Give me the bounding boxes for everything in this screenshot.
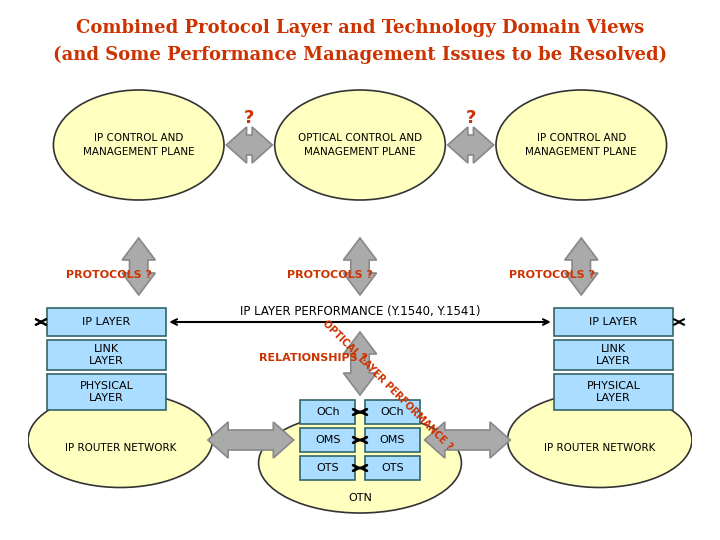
Text: IP CONTROL AND: IP CONTROL AND <box>94 133 184 143</box>
Text: IP ROUTER NETWORK: IP ROUTER NETWORK <box>544 443 655 453</box>
Text: IP CONTROL AND: IP CONTROL AND <box>536 133 626 143</box>
Text: LINK
LAYER: LINK LAYER <box>89 344 124 366</box>
FancyBboxPatch shape <box>300 456 356 480</box>
FancyBboxPatch shape <box>364 428 420 452</box>
FancyBboxPatch shape <box>300 400 356 424</box>
Text: OPTICAL LAYER PERFORMANCE ?: OPTICAL LAYER PERFORMANCE ? <box>321 318 454 452</box>
FancyBboxPatch shape <box>554 374 673 410</box>
Text: Combined Protocol Layer and Technology Domain Views: Combined Protocol Layer and Technology D… <box>76 19 644 37</box>
Polygon shape <box>425 422 510 458</box>
Text: OPTICAL CONTROL AND: OPTICAL CONTROL AND <box>298 133 422 143</box>
FancyBboxPatch shape <box>554 308 673 336</box>
Text: OCh: OCh <box>316 407 340 417</box>
Text: OTN: OTN <box>348 493 372 503</box>
Ellipse shape <box>496 90 667 200</box>
FancyBboxPatch shape <box>364 456 420 480</box>
FancyBboxPatch shape <box>300 428 356 452</box>
Text: MANAGEMENT PLANE: MANAGEMENT PLANE <box>304 147 416 157</box>
FancyBboxPatch shape <box>47 340 166 370</box>
Polygon shape <box>343 332 377 395</box>
Text: PHYSICAL
LAYER: PHYSICAL LAYER <box>587 381 641 403</box>
Text: MANAGEMENT PLANE: MANAGEMENT PLANE <box>83 147 194 157</box>
Text: OMS: OMS <box>315 435 341 445</box>
Text: OMS: OMS <box>379 435 405 445</box>
Text: OCh: OCh <box>380 407 404 417</box>
Polygon shape <box>343 238 377 295</box>
Text: PROTOCOLS ?: PROTOCOLS ? <box>66 270 152 280</box>
Text: PROTOCOLS ?: PROTOCOLS ? <box>287 270 374 280</box>
Polygon shape <box>122 238 156 295</box>
Ellipse shape <box>508 393 692 488</box>
FancyBboxPatch shape <box>364 400 420 424</box>
Text: LINK
LAYER: LINK LAYER <box>596 344 631 366</box>
Text: OTS: OTS <box>316 463 339 473</box>
Text: MANAGEMENT PLANE: MANAGEMENT PLANE <box>526 147 637 157</box>
Text: IP LAYER: IP LAYER <box>82 317 130 327</box>
Ellipse shape <box>258 413 462 513</box>
Ellipse shape <box>28 393 212 488</box>
Ellipse shape <box>275 90 445 200</box>
Text: ?: ? <box>244 109 255 127</box>
Text: IP LAYER PERFORMANCE (Y.1540, Y.1541): IP LAYER PERFORMANCE (Y.1540, Y.1541) <box>240 306 480 319</box>
Polygon shape <box>208 422 294 458</box>
FancyBboxPatch shape <box>554 340 673 370</box>
Text: IP LAYER: IP LAYER <box>590 317 638 327</box>
FancyBboxPatch shape <box>47 374 166 410</box>
Ellipse shape <box>53 90 224 200</box>
FancyBboxPatch shape <box>47 308 166 336</box>
Text: (and Some Performance Management Issues to be Resolved): (and Some Performance Management Issues … <box>53 46 667 64</box>
Text: ?: ? <box>465 109 476 127</box>
Text: PHYSICAL
LAYER: PHYSICAL LAYER <box>79 381 133 403</box>
Polygon shape <box>226 127 272 163</box>
Text: OTS: OTS <box>381 463 404 473</box>
Polygon shape <box>448 127 494 163</box>
Text: RELATIONSHIPS ?: RELATIONSHIPS ? <box>259 353 369 363</box>
Polygon shape <box>564 238 598 295</box>
Text: IP ROUTER NETWORK: IP ROUTER NETWORK <box>65 443 176 453</box>
Text: PROTOCOLS ?: PROTOCOLS ? <box>509 270 595 280</box>
